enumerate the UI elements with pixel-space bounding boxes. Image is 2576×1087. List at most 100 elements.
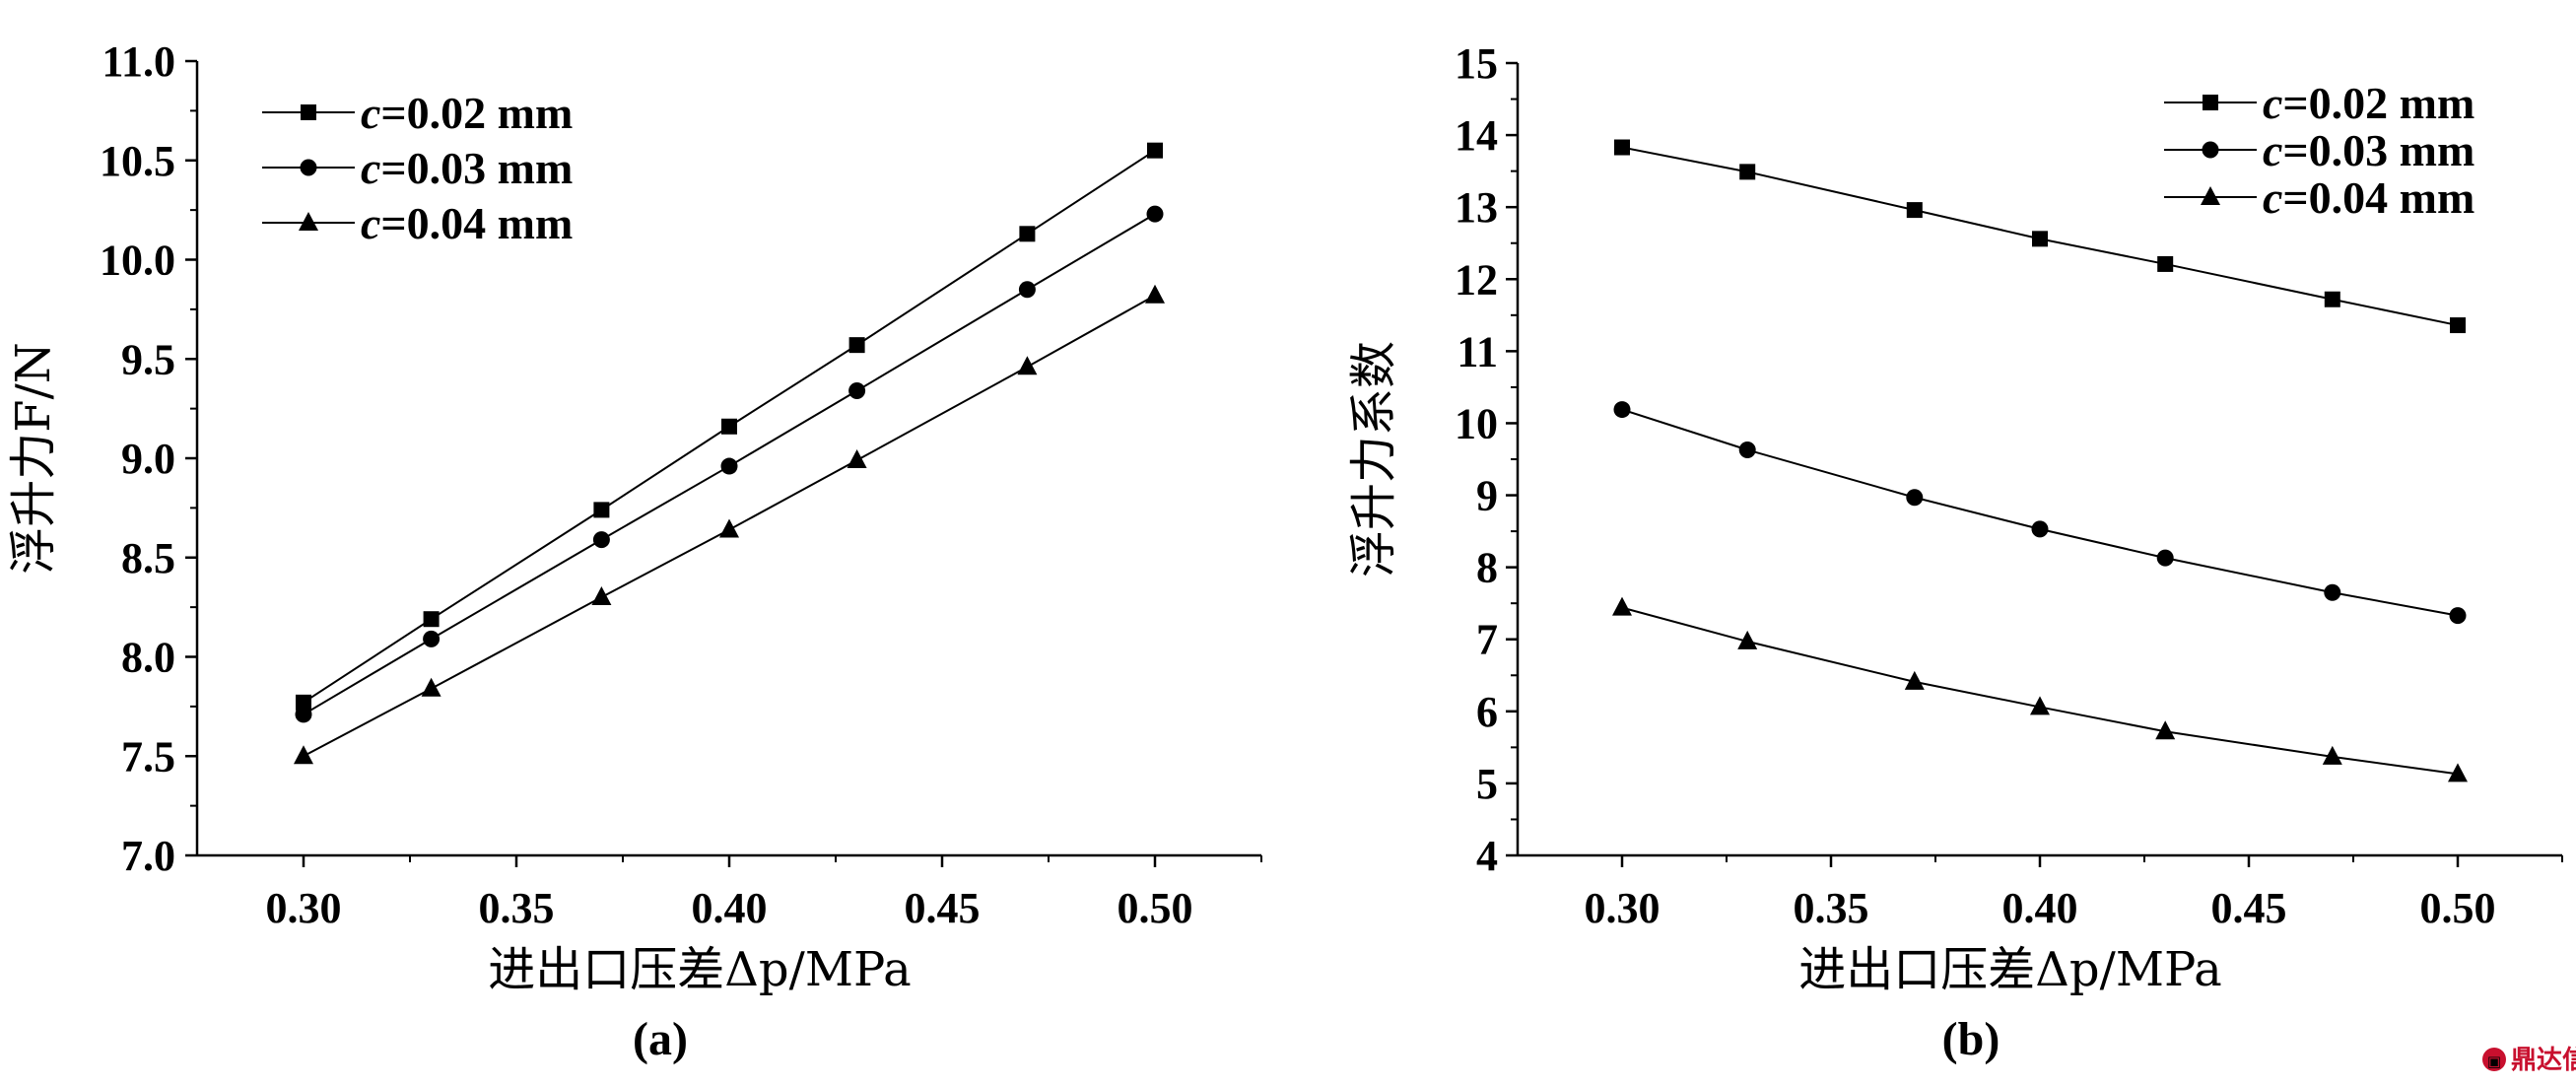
data-point-square bbox=[848, 337, 865, 354]
panel-label: (b) bbox=[1942, 1013, 2000, 1065]
y-tick-label: 10 bbox=[1455, 399, 1498, 447]
data-point-triangle bbox=[2030, 696, 2050, 715]
data-point-circle bbox=[1018, 281, 1036, 299]
data-point-triangle bbox=[591, 586, 612, 606]
legend-marker-triangle bbox=[2201, 186, 2220, 205]
data-point-circle bbox=[848, 381, 866, 399]
data-point-square bbox=[2324, 291, 2340, 307]
y-tick-label: 7.0 bbox=[121, 832, 175, 880]
data-point-triangle bbox=[1145, 284, 1165, 304]
data-point-circle bbox=[720, 457, 738, 475]
legend-marker-circle bbox=[2202, 141, 2219, 159]
svg-text:▣: ▣ bbox=[2487, 1053, 2501, 1070]
legend-label: c=0.03 mm bbox=[2263, 125, 2474, 175]
legend-marker-square bbox=[2203, 95, 2218, 110]
y-tick-label: 13 bbox=[1455, 183, 1498, 232]
y-tick-label: 15 bbox=[1455, 39, 1498, 88]
chart-panel-b: 0.30 0.35 0.40 0.45 0.50 4 5 6 7 8 9 10 11 12 13 14 15 c=… bbox=[1346, 39, 2563, 1065]
y-tick-label: 9.0 bbox=[121, 435, 175, 483]
x-tick-label: 0.30 bbox=[266, 884, 342, 932]
data-point-square bbox=[296, 694, 311, 711]
y-tick-label: 11 bbox=[1457, 327, 1498, 375]
chart-panel-a: 0.30 0.35 0.40 0.45 0.50 7.0 7.5 8.0 8.5 9.0 9.5 10… bbox=[6, 37, 1262, 1065]
y-tick-label: 8.5 bbox=[121, 534, 175, 582]
x-tick-label: 0.50 bbox=[1118, 884, 1193, 932]
legend-item-2: c=0.03 mm bbox=[2164, 125, 2474, 175]
data-point-triangle bbox=[847, 449, 867, 469]
legend-label: c=0.02 mm bbox=[2263, 78, 2474, 128]
data-point-circle bbox=[2324, 583, 2341, 601]
y-tick-label: 10.0 bbox=[100, 237, 175, 285]
x-tick-label: 0.30 bbox=[1585, 884, 1661, 932]
data-point-triangle bbox=[1017, 356, 1038, 375]
data-point-triangle bbox=[719, 518, 739, 538]
y-tick-label: 4 bbox=[1476, 832, 1498, 880]
legend-label: c=0.04 mm bbox=[361, 198, 573, 248]
data-point-square bbox=[721, 418, 737, 435]
data-point-triangle bbox=[421, 677, 441, 697]
data-point-circle bbox=[1146, 205, 1164, 223]
x-tick-label: 0.35 bbox=[1794, 884, 1869, 932]
legend-item-2: c=0.03 mm bbox=[262, 143, 573, 193]
data-point-square bbox=[1739, 164, 1756, 180]
data-point-square bbox=[2450, 317, 2466, 334]
x-tick-label: 0.50 bbox=[2420, 884, 2496, 932]
data-point-square bbox=[1147, 142, 1163, 159]
y-tick-label: 7 bbox=[1476, 616, 1498, 664]
data-point-square bbox=[593, 502, 610, 518]
data-point-circle bbox=[2031, 520, 2049, 538]
data-point-square bbox=[423, 611, 440, 628]
data-point-circle bbox=[2449, 607, 2467, 625]
legend-item-1: c=0.02 mm bbox=[2164, 78, 2474, 128]
data-point-circle bbox=[423, 630, 441, 647]
data-point-triangle bbox=[2448, 763, 2468, 782]
y-tick-label: 11.0 bbox=[102, 37, 175, 86]
y-tick-label: 5 bbox=[1476, 760, 1498, 808]
y-tick-label: 8.0 bbox=[121, 634, 175, 682]
data-point-circle bbox=[1738, 441, 1756, 458]
data-point-circle bbox=[592, 531, 610, 549]
data-point-circle bbox=[1613, 401, 1631, 419]
legend-marker-triangle bbox=[299, 212, 318, 231]
y-tick-label: 6 bbox=[1476, 688, 1498, 736]
y-tick-label: 12 bbox=[1455, 255, 1498, 304]
legend-label: c=0.03 mm bbox=[361, 143, 573, 193]
x-tick-label: 0.45 bbox=[2211, 884, 2287, 932]
y-tick-label: 10.5 bbox=[100, 137, 175, 185]
data-point-circle bbox=[2156, 549, 2174, 567]
y-tick-label: 8 bbox=[1476, 544, 1498, 592]
legend-item-3: c=0.04 mm bbox=[2164, 172, 2474, 223]
data-point-triangle bbox=[1904, 670, 1925, 690]
x-axis-title: 进出口压差Δp/MPa bbox=[1798, 942, 2221, 997]
x-tick-label: 0.45 bbox=[905, 884, 981, 932]
y-tick-label: 9.5 bbox=[121, 335, 175, 383]
data-point-triangle bbox=[294, 745, 313, 765]
data-point-circle bbox=[295, 706, 312, 723]
x-tick-label: 0.35 bbox=[479, 884, 555, 932]
legend-item-1: c=0.02 mm bbox=[262, 88, 573, 138]
legend-label: c=0.02 mm bbox=[361, 88, 573, 138]
data-point-square bbox=[1614, 139, 1630, 156]
data-point-triangle bbox=[1612, 596, 1632, 616]
panel-label: (a) bbox=[633, 1013, 688, 1065]
watermark-text: 鼎达信 bbox=[2511, 1046, 2576, 1075]
y-tick-label: 7.5 bbox=[121, 732, 175, 781]
legend-item-3: c=0.04 mm bbox=[262, 198, 573, 248]
legend-label: c=0.04 mm bbox=[2263, 172, 2474, 223]
data-point-triangle bbox=[2155, 720, 2176, 740]
watermark-logo: ▣ 鼎达信 bbox=[2482, 1046, 2576, 1075]
data-point-square bbox=[2157, 255, 2174, 272]
x-tick-label: 0.40 bbox=[692, 884, 768, 932]
data-point-circle bbox=[1906, 489, 1924, 507]
data-point-triangle bbox=[1737, 630, 1758, 649]
data-point-square bbox=[2032, 231, 2048, 247]
data-point-square bbox=[1906, 202, 1923, 219]
y-axis-title: 浮升力系数 bbox=[1346, 341, 1401, 577]
x-tick-label: 0.40 bbox=[2002, 884, 2078, 932]
data-point-square bbox=[1019, 226, 1036, 242]
data-point-triangle bbox=[2322, 745, 2342, 765]
legend-marker-circle bbox=[300, 159, 317, 176]
legend-marker-square bbox=[301, 104, 316, 120]
y-tick-label: 9 bbox=[1476, 472, 1498, 520]
